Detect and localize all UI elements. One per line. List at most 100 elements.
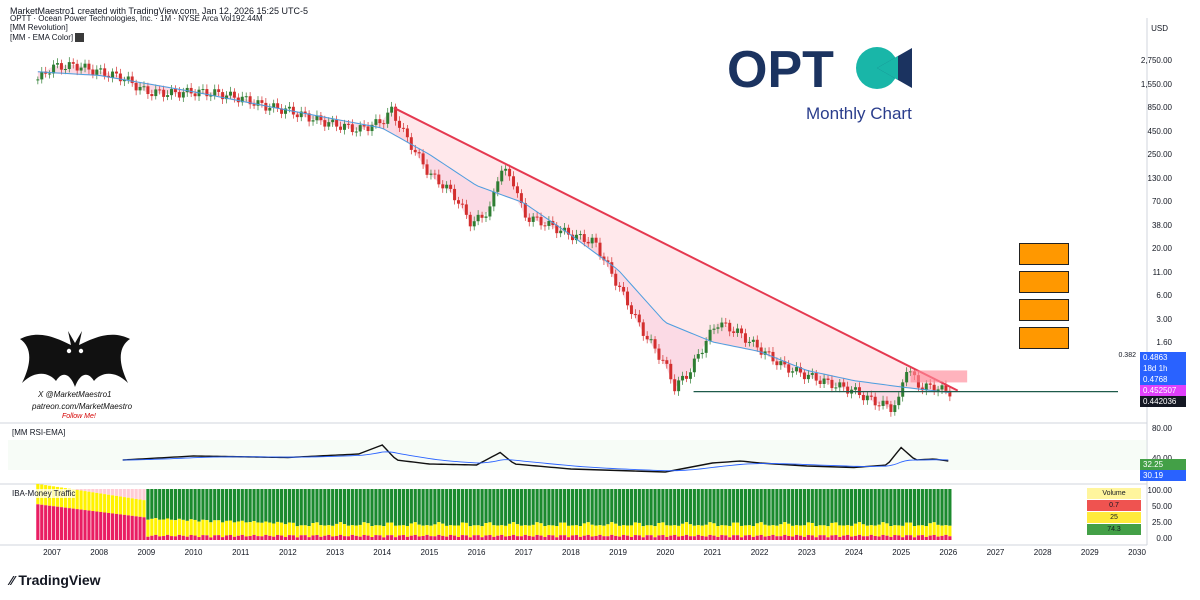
candle-body [547, 220, 551, 226]
candle-body [570, 234, 574, 241]
candle-body [95, 69, 99, 75]
money-bar-green [264, 489, 268, 522]
money-bar-yellow [649, 525, 653, 536]
money-bar-red [437, 534, 441, 540]
candle-body [445, 184, 449, 189]
money-bar [323, 489, 327, 540]
annotation-box-3[interactable] [1019, 299, 1069, 321]
money-bar-red [130, 515, 134, 540]
money-bar [504, 489, 508, 540]
money-bar-green [386, 489, 390, 523]
money-bar-yellow [618, 525, 622, 537]
candle [472, 216, 476, 231]
candle [433, 169, 437, 180]
money-bar-yellow [173, 520, 178, 537]
money-bar [893, 489, 897, 540]
money-bar-yellow [335, 523, 339, 537]
money-bar-red [948, 536, 952, 540]
money-bar-green [287, 489, 292, 523]
money-bar [181, 489, 185, 540]
rsi-pane-label[interactable]: [MM RSI-EMA] [12, 428, 66, 437]
money-bar-green [692, 489, 696, 526]
money-bar-green [704, 489, 708, 525]
money-bar-red [346, 536, 351, 540]
annotation-box-1[interactable] [1019, 243, 1069, 265]
indicator-ema-label[interactable]: [MM - EMA Color] [10, 33, 85, 42]
money-bar-red [574, 535, 579, 540]
money-bar [905, 489, 909, 540]
indicator-revolution-label[interactable]: [MM Revolution] [10, 23, 68, 32]
money-bar-red [287, 535, 292, 540]
money-bar-green [543, 489, 547, 527]
money-bar-green [802, 489, 807, 526]
money-bar-green [649, 489, 653, 526]
money-bar-green [653, 489, 657, 527]
candle [692, 354, 696, 377]
money-bar-yellow [787, 523, 791, 536]
money-bar-green [547, 489, 551, 526]
money-bar [885, 489, 889, 540]
money-bar-red [138, 516, 142, 540]
candle-body [103, 68, 107, 76]
money-bar-red [248, 536, 252, 540]
money-bar-red [260, 536, 264, 540]
candle-body [378, 119, 382, 124]
candle [826, 375, 830, 385]
money-bar-green [798, 489, 803, 526]
money-pane-label[interactable]: IBA-Money Traffic [12, 489, 76, 498]
candle [331, 115, 335, 127]
money-bar-yellow [559, 522, 563, 536]
money-bar [342, 489, 347, 540]
money-bar-red [421, 535, 425, 540]
symbol-line[interactable]: OPTT · Ocean Power Technologies, Inc. · … [10, 14, 263, 23]
money-bar [908, 489, 913, 540]
candle-body [398, 120, 402, 128]
money-bar [67, 488, 71, 540]
money-bar-yellow [142, 500, 146, 518]
money-bar-red [315, 535, 319, 540]
money-bar [696, 489, 700, 540]
price-tag: 0.4863 [1140, 352, 1186, 363]
candle-body [567, 227, 571, 235]
money-bar-red [928, 535, 932, 540]
money-bar [142, 489, 146, 540]
money-bar-red [445, 536, 449, 540]
candle-body [814, 373, 818, 381]
money-bar-green [295, 489, 299, 527]
candle [67, 57, 71, 73]
candle [905, 367, 909, 387]
candle [213, 84, 217, 100]
money-bar-yellow [95, 492, 99, 512]
money-bar-red [566, 537, 571, 540]
annotation-box-2[interactable] [1019, 271, 1069, 293]
candle [193, 88, 197, 101]
tradingview-logo[interactable]: ⁄⁄ TradingView [10, 572, 101, 588]
money-bar-red [91, 511, 95, 540]
price-tick-label: 250.00 [1147, 150, 1172, 159]
money-bar-yellow [838, 525, 842, 537]
candle-body [468, 214, 472, 227]
money-bar [264, 489, 268, 540]
money-bar-red [783, 534, 787, 540]
money-bar-yellow [291, 522, 295, 536]
money-bar [578, 489, 582, 540]
candle [36, 76, 40, 85]
annotation-box-4[interactable] [1019, 327, 1069, 349]
candle-body [299, 111, 303, 118]
money-bar-red [688, 536, 693, 540]
money-bar [370, 489, 374, 540]
money-bar-red [311, 535, 315, 540]
money-bar-yellow [449, 525, 453, 535]
money-bar-green [724, 489, 728, 526]
candle-body [476, 214, 480, 222]
candle-body [673, 379, 677, 392]
candle-body [763, 351, 767, 355]
money-bar-red [75, 509, 79, 540]
money-bar-green [735, 489, 740, 523]
candle [515, 182, 519, 198]
money-bar-yellow [386, 522, 390, 536]
money-bar-red [881, 534, 885, 540]
money-bar-red [649, 535, 653, 540]
candle [531, 212, 535, 227]
